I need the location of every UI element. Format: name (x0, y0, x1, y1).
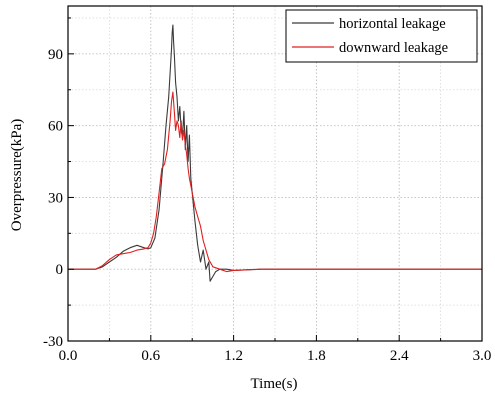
legend: horizontal leakage downward leakage (285, 9, 478, 63)
legend-label-horizontal: horizontal leakage (339, 16, 446, 32)
y-tick-label: 0 (56, 262, 64, 278)
legend-box (285, 9, 478, 63)
x-tick-label: 1.2 (224, 348, 243, 364)
tick-labels: 0.0 0.6 1.2 1.8 2.4 3.0 -30 0 30 60 90 (43, 47, 491, 364)
y-axis-title: Overpressure(kPa) (9, 119, 25, 231)
y-tick-label: -30 (43, 334, 63, 350)
x-tick-label: 2.4 (390, 348, 409, 364)
series-line-downward-leakage (68, 91, 482, 273)
y-tick-label: 60 (48, 119, 63, 135)
x-tick-label: 0.0 (59, 348, 78, 364)
y-tick-label: 90 (48, 47, 63, 63)
x-tick-label: 1.8 (307, 348, 326, 364)
legend-label-downward: downward leakage (339, 40, 448, 56)
x-tick-label: 3.0 (473, 348, 492, 364)
x-axis-title: Time(s) (251, 376, 298, 392)
y-tick-label: 30 (48, 190, 63, 206)
axis-ticks (67, 17, 483, 342)
x-tick-label: 0.6 (141, 348, 160, 364)
series-layer (68, 24, 482, 282)
